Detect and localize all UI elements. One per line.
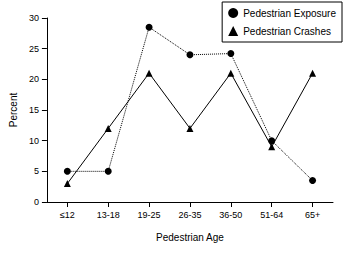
- svg-text:26-35: 26-35: [178, 210, 201, 220]
- svg-text:≤12: ≤12: [60, 210, 75, 220]
- svg-text:20: 20: [29, 74, 39, 84]
- svg-text:65+: 65+: [305, 210, 320, 220]
- svg-text:Percent: Percent: [8, 93, 19, 128]
- svg-text:13-18: 13-18: [97, 210, 120, 220]
- svg-text:Pedestrian Exposure: Pedestrian Exposure: [243, 8, 336, 19]
- svg-text:30: 30: [29, 13, 39, 23]
- svg-text:19-25: 19-25: [138, 210, 161, 220]
- svg-text:Pedestrian Crashes: Pedestrian Crashes: [243, 26, 331, 37]
- svg-text:36-50: 36-50: [219, 210, 242, 220]
- svg-text:Pedestrian Age: Pedestrian Age: [156, 232, 224, 243]
- svg-text:25: 25: [29, 44, 39, 54]
- svg-text:0: 0: [34, 197, 39, 207]
- svg-text:5: 5: [34, 166, 39, 176]
- svg-text:15: 15: [29, 105, 39, 115]
- svg-text:51-64: 51-64: [260, 210, 283, 220]
- svg-text:10: 10: [29, 136, 39, 146]
